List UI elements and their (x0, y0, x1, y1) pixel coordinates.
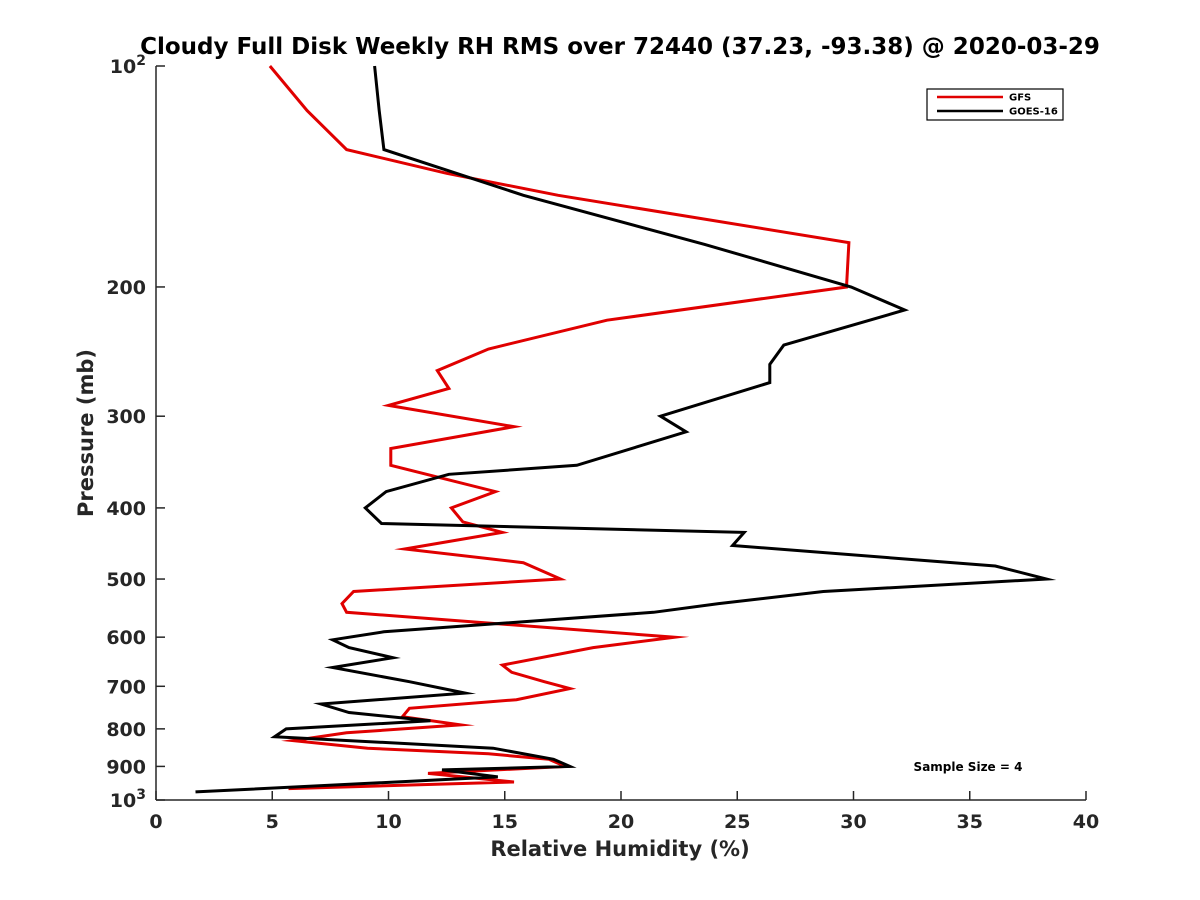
y-tick-label: 500 (106, 569, 146, 591)
y-axis-label: Pressure (mb) (74, 349, 98, 517)
x-tick-label: 15 (492, 811, 518, 833)
chart-title: Cloudy Full Disk Weekly RH RMS over 7244… (140, 34, 1100, 60)
x-tick-label: 20 (608, 811, 634, 833)
x-tick-label: 30 (840, 811, 866, 833)
x-tick-label: 25 (724, 811, 750, 833)
sample-size-annotation: Sample Size = 4 (914, 760, 1023, 774)
legend-label-gfs: GFS (1009, 93, 1031, 104)
legend-label-goes-16: GOES-16 (1009, 107, 1058, 118)
series-group (195, 65, 1057, 794)
x-tick-label: 40 (1073, 811, 1099, 833)
x-tick-label: 10 (375, 811, 401, 833)
y-tick-label: 700 (106, 676, 146, 698)
y-tick-label: 200 (106, 277, 146, 299)
x-axis-label: Relative Humidity (%) (490, 837, 749, 861)
y-tick-label: 800 (106, 719, 146, 741)
y-tick-label: 300 (106, 406, 146, 428)
y-tick-label: 400 (106, 498, 146, 520)
legend-box (926, 88, 1064, 121)
legend: GFS GOES-16 (926, 88, 1064, 121)
x-tick-label: 0 (149, 811, 162, 833)
x-axis: 0 5 10 15 20 25 30 35 40 (149, 791, 1099, 833)
y-axis: 102 200 300 400 500 600 700 800 900 103 (106, 53, 165, 812)
y-tick-label: 102 (110, 53, 146, 78)
x-tick-label: 5 (266, 811, 279, 833)
y-tick-label: 600 (106, 627, 146, 649)
x-tick-label: 35 (957, 811, 983, 833)
y-tick-label: 103 (110, 787, 146, 812)
series-line-goes-16 (195, 65, 1057, 794)
y-tick-label: 900 (106, 756, 146, 778)
